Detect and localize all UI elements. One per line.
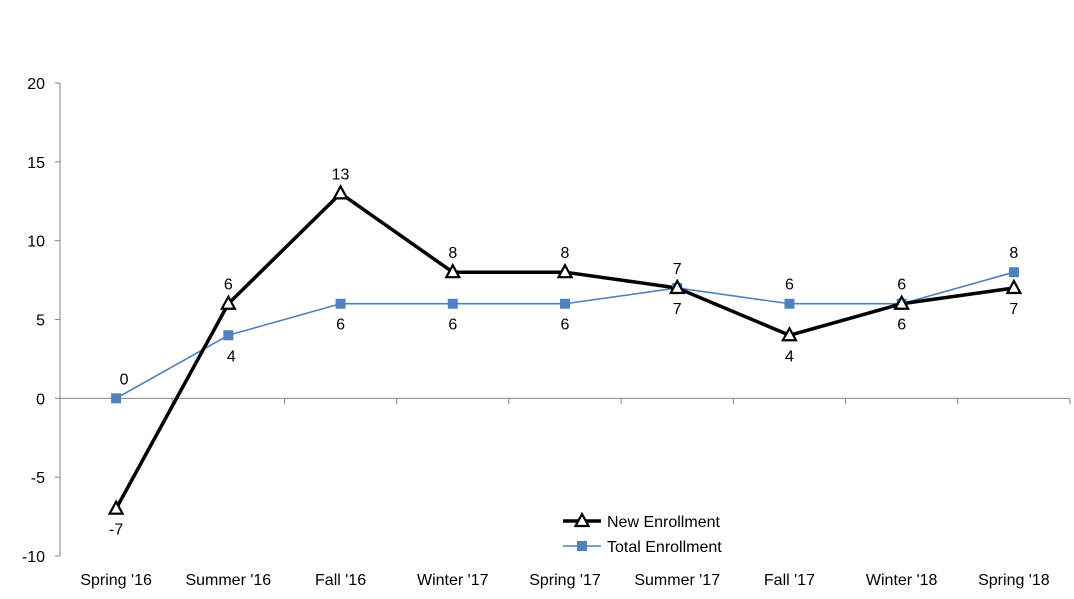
x-tick-label: Fall '17 bbox=[764, 572, 815, 589]
data-label-total-enrollment: 8 bbox=[1009, 245, 1018, 262]
x-tick-label: Fall '16 bbox=[315, 572, 366, 589]
x-tick-label: Winter '17 bbox=[417, 572, 489, 589]
point-total-enrollment bbox=[1008, 267, 1019, 278]
data-label-total-enrollment: 6 bbox=[897, 277, 906, 294]
point-total-enrollment bbox=[784, 298, 795, 309]
point-new-enrollment bbox=[1005, 278, 1023, 295]
x-tick-label: Summer '16 bbox=[185, 572, 271, 589]
data-label-total-enrollment: 6 bbox=[448, 317, 457, 334]
point-new-enrollment bbox=[107, 499, 125, 515]
point-new-enrollment bbox=[893, 294, 911, 310]
x-tick-label: Spring '17 bbox=[529, 572, 601, 589]
point-new-enrollment bbox=[668, 278, 686, 295]
data-label-new-enrollment: 13 bbox=[332, 166, 350, 183]
legend-label-new-enrollment: New Enrollment bbox=[607, 514, 720, 531]
legend-label-total-enrollment: Total Enrollment bbox=[607, 539, 722, 556]
y-tick-label: 10 bbox=[27, 234, 45, 251]
point-total-enrollment bbox=[223, 330, 234, 341]
series-line-new-enrollment bbox=[114, 191, 1015, 510]
data-label-new-enrollment: 8 bbox=[561, 245, 570, 262]
data-label-new-enrollment: -7 bbox=[109, 522, 123, 539]
data-label-new-enrollment: 6 bbox=[897, 317, 906, 334]
point-total-enrollment bbox=[447, 298, 458, 309]
y-tick-label: -10 bbox=[22, 549, 45, 566]
data-label-total-enrollment: 6 bbox=[336, 317, 345, 334]
legend-marker-new-enrollment bbox=[573, 511, 591, 528]
y-tick-label: 20 bbox=[27, 76, 45, 93]
data-label-total-enrollment: 6 bbox=[561, 317, 570, 334]
y-tick-label: 5 bbox=[36, 313, 45, 330]
x-tick-label: Spring '18 bbox=[978, 572, 1050, 589]
data-label-new-enrollment: 6 bbox=[224, 277, 233, 294]
x-tick-label: Winter '18 bbox=[866, 572, 938, 589]
data-label-new-enrollment: 7 bbox=[1009, 301, 1018, 318]
data-label-new-enrollment: 4 bbox=[785, 348, 794, 365]
y-tick-label: 15 bbox=[27, 155, 45, 172]
point-new-enrollment bbox=[781, 325, 798, 342]
point-new-enrollment bbox=[444, 262, 462, 279]
point-total-enrollment bbox=[335, 298, 346, 309]
y-tick-label: -5 bbox=[31, 470, 45, 487]
x-tick-label: Spring '16 bbox=[80, 572, 152, 589]
data-label-new-enrollment: 7 bbox=[673, 301, 682, 318]
point-new-enrollment bbox=[556, 262, 574, 279]
data-label-total-enrollment: 7 bbox=[673, 261, 682, 278]
legend-marker-total-enrollment bbox=[577, 541, 587, 551]
point-total-enrollment bbox=[560, 298, 570, 309]
x-tick-label: Summer '17 bbox=[634, 572, 720, 589]
data-label-total-enrollment: 4 bbox=[227, 348, 236, 365]
point-new-enrollment bbox=[219, 294, 237, 310]
y-tick-label: 0 bbox=[36, 391, 45, 408]
point-new-enrollment bbox=[332, 184, 349, 200]
data-label-total-enrollment: 6 bbox=[785, 277, 794, 294]
data-label-new-enrollment: 8 bbox=[448, 245, 457, 262]
data-label-total-enrollment: 0 bbox=[120, 371, 129, 388]
point-total-enrollment bbox=[111, 393, 122, 404]
series-line-total-enrollment bbox=[115, 271, 1015, 400]
